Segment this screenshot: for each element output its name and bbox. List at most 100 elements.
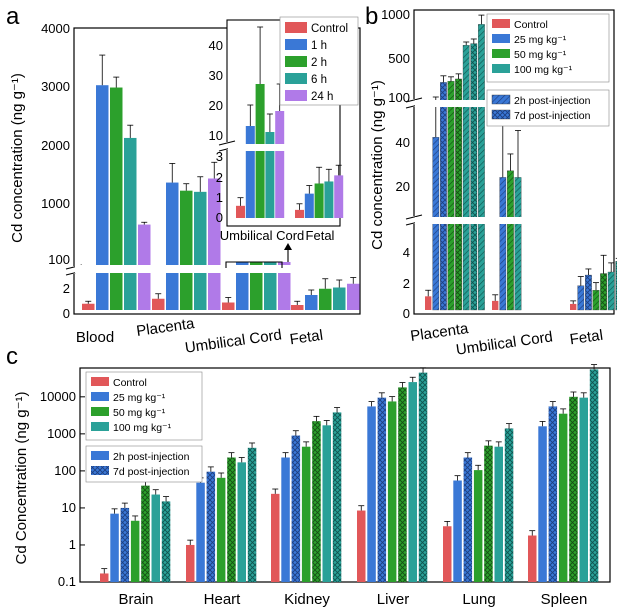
panel-a-cat-label: Umbilical Cord — [184, 326, 283, 356]
bar — [455, 78, 462, 311]
bar — [453, 480, 462, 582]
panel-c-ylabel: Cd Concentration (ng g⁻¹) — [13, 391, 30, 564]
bar — [367, 406, 376, 582]
panel-b-ytick: 4 — [403, 245, 410, 260]
panel-c-legend: Control 25 mg kg⁻¹ 50 mg kg⁻¹ 100 mg kg⁻¹ 2h… — [85, 371, 203, 483]
panel-letter-c: c — [6, 343, 18, 370]
legend-swatch — [285, 90, 307, 101]
inset-bar — [324, 181, 334, 218]
panel-b-ytick: 40 — [396, 135, 410, 150]
bar — [528, 535, 537, 582]
bar — [408, 382, 417, 582]
bar — [332, 412, 342, 582]
bar — [600, 273, 607, 311]
axis-break-gap — [415, 217, 613, 224]
bar — [538, 426, 547, 582]
bar — [484, 445, 493, 582]
legend-swatch — [491, 94, 511, 105]
bar-control — [82, 303, 95, 310]
panel-c-ytick: 1 — [69, 537, 76, 552]
bar — [492, 300, 499, 310]
panel-b-ytick: 20 — [396, 179, 410, 194]
inset-bar — [314, 183, 324, 218]
panel-a-ytick: 0 — [63, 306, 70, 321]
bar — [440, 82, 447, 311]
bar-control — [291, 305, 304, 310]
bar-2-h — [110, 87, 123, 311]
bar — [425, 296, 432, 310]
bar — [548, 406, 558, 582]
bar — [186, 544, 195, 582]
bar — [558, 413, 568, 582]
legend-label: 25 mg kg⁻¹ — [113, 392, 166, 404]
bar-1-h — [236, 262, 249, 310]
panel-letter-a: a — [6, 3, 20, 30]
legend-label: 7d post-injection — [514, 110, 591, 122]
bar — [447, 81, 455, 311]
bar — [473, 470, 483, 582]
legend-swatch — [91, 466, 109, 475]
panel-c-cat-label: Liver — [377, 591, 410, 608]
panel-b-ytick: 1000 — [381, 7, 410, 22]
bar — [120, 507, 130, 582]
bar — [462, 45, 470, 311]
inset-ytick: 30 — [209, 68, 223, 83]
panel-c-ytick: 10 — [62, 500, 76, 515]
inset-bar — [295, 209, 304, 218]
bar — [271, 493, 280, 582]
panel-c-cat-label: Brain — [118, 591, 153, 608]
legend-label: 24 h — [311, 91, 333, 103]
bar — [237, 462, 246, 582]
inset-arrow-head — [284, 243, 292, 250]
bar — [110, 513, 119, 582]
bar — [357, 510, 366, 582]
bar — [130, 520, 140, 582]
inset-ytick: 3 — [216, 149, 223, 164]
legend-swatch — [91, 407, 109, 416]
legend-label: 25 mg kg⁻¹ — [514, 34, 567, 46]
inset-cat-label: Fetal — [306, 228, 335, 243]
panel-b-ytick: 0 — [403, 306, 410, 321]
inset-ytick: 40 — [209, 38, 223, 53]
legend-label: 2 h — [311, 57, 327, 69]
panel-c-cat-label: Lung — [462, 591, 495, 608]
panel-c-chart: Cd Concentration (ng g⁻¹) 0.1 1 10 100 1000 1… — [13, 364, 611, 608]
bar — [151, 494, 160, 582]
inset-bar — [265, 132, 275, 218]
panel-b-frame — [413, 9, 615, 315]
bar — [141, 485, 150, 582]
bar — [196, 482, 205, 582]
legend-label: 1 h — [311, 40, 327, 52]
legend-label: 6 h — [311, 74, 327, 86]
bar — [514, 177, 522, 311]
bar — [377, 397, 387, 582]
panel-b-ytick: 100 — [388, 90, 410, 105]
bar-6-h — [264, 262, 277, 310]
bar — [281, 457, 290, 582]
bar — [615, 261, 617, 311]
panel-a-ylabel: Cd concentration (ng g⁻¹) — [9, 73, 26, 243]
bar — [312, 421, 321, 582]
bar — [470, 43, 478, 311]
legend-swatch — [285, 73, 307, 84]
panel-c-cat-label: Heart — [204, 591, 242, 608]
bar — [592, 290, 600, 311]
panel-b-ylabel: Cd concentration (ng g⁻¹) — [369, 80, 386, 250]
legend-label: 100 mg kg⁻¹ — [514, 64, 573, 76]
panel-b-chart: Cd concentration (ng g⁻¹) 0 2 4 20 40 10… — [369, 7, 617, 359]
legend-label: Control — [311, 23, 348, 35]
bar — [504, 428, 514, 582]
legend-swatch — [285, 56, 307, 67]
axis-break-gap — [75, 265, 359, 273]
bar — [398, 387, 407, 582]
bar — [607, 271, 615, 311]
bar — [499, 177, 507, 311]
inset-bar — [334, 175, 344, 218]
bar — [387, 401, 397, 582]
inset-axis-break-gap — [228, 144, 339, 151]
bar — [161, 501, 171, 582]
panel-c-cat-label: Kidney — [284, 591, 330, 608]
bar — [579, 397, 588, 582]
bar — [322, 425, 331, 582]
